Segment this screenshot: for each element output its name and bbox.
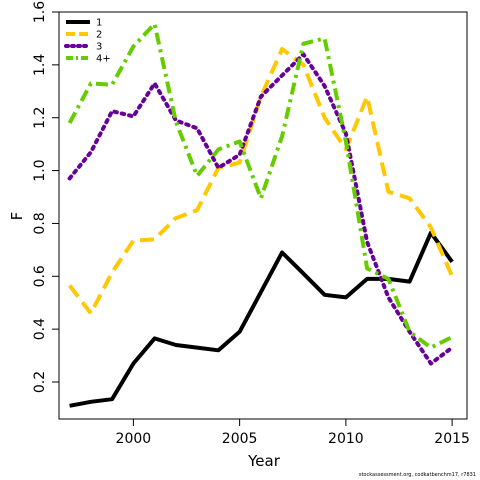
x-axis: 2000 2005 2010 2015 (69, 418, 470, 447)
x-tick-label: 2005 (222, 431, 258, 447)
y-axis: 0.2 0.4 0.6 0.8 1.0 1.2 1.4 1.6 (32, 1, 60, 393)
x-tick-label: 2000 (116, 431, 152, 447)
footnote: stockassessment.org, codkatbenchm17, r78… (358, 472, 476, 478)
y-tick-label: 0.2 (32, 371, 48, 393)
series-line-1 (69, 230, 454, 408)
y-tick-label: 0.4 (32, 318, 48, 340)
y-tick-label: 1.6 (32, 1, 48, 23)
y-tick-label: 1.0 (32, 159, 48, 181)
series-layer (67, 21, 455, 408)
y-tick-label: 0.6 (32, 265, 48, 287)
y-axis-title: F (8, 212, 26, 221)
y-tick-label: 0.8 (32, 212, 48, 234)
legend-label: 4+ (96, 54, 111, 65)
y-tick-label: 1.2 (32, 107, 48, 129)
legend-label: 2 (96, 30, 102, 41)
legend-label: 3 (96, 42, 102, 53)
x-tick-label: 2015 (434, 431, 470, 447)
series-line-4 (67, 21, 453, 350)
legend-label: 1 (96, 18, 102, 29)
x-axis-title: Year (247, 452, 281, 470)
series-line-2 (68, 47, 454, 316)
series-line-3 (67, 52, 455, 366)
y-tick-label: 1.4 (32, 54, 48, 76)
x-tick-label: 2010 (328, 431, 364, 447)
